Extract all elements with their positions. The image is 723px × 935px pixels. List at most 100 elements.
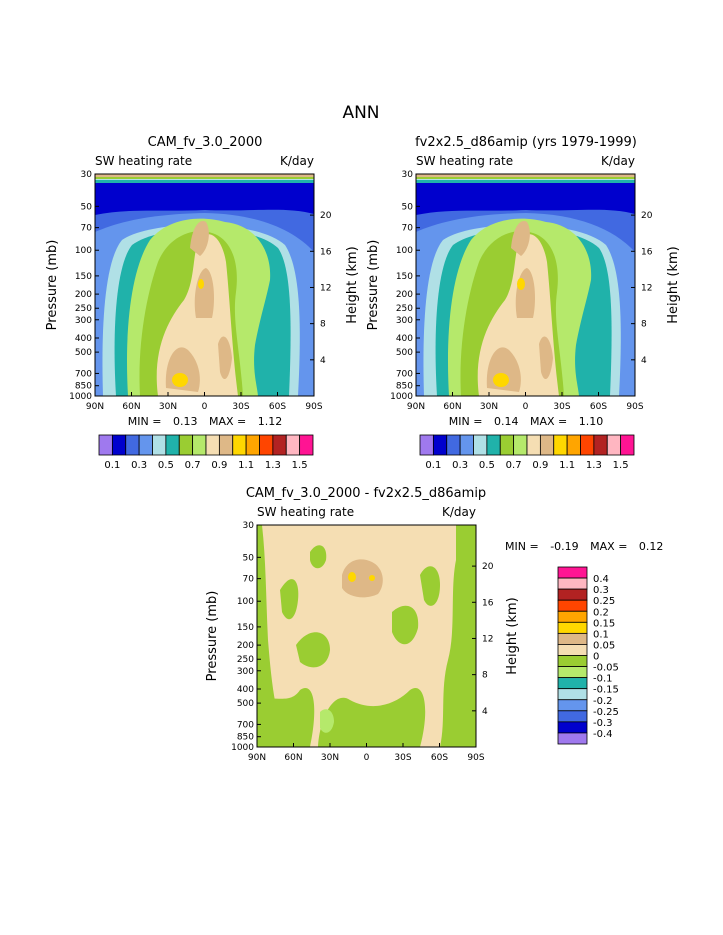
- x-tick-label: 0: [364, 753, 370, 763]
- colorbar-box: [557, 655, 588, 667]
- x-tick-label: 0: [202, 402, 208, 412]
- colorbar-box: [557, 677, 588, 690]
- panel-obs-max: 1.10: [579, 415, 604, 428]
- colorbar-box: [446, 434, 461, 456]
- colorbar-box: [111, 434, 127, 456]
- colorbar-box: [432, 434, 448, 456]
- y-tick-label: 300: [396, 316, 413, 326]
- colorbar-box: [557, 599, 588, 612]
- colorbar-box: [526, 434, 541, 456]
- y-tick-label: 500: [237, 699, 254, 709]
- colorbar-label: 1.3: [586, 460, 602, 471]
- x-tick-label: 30N: [321, 753, 339, 763]
- colorbar-box: [557, 710, 588, 723]
- panel-obs-colorbar: 0.1 0.3 0.5 0.7 0.9 1.1 1.3 1.5: [419, 434, 635, 471]
- contour-band-top-wheat: [416, 174, 635, 177]
- panel-obs-axes: 90N 60N 30N 0 30S 60S 90S 30 50 70 100 150 200 250 300…: [390, 170, 653, 412]
- panel-model-colorbar: 0.1 0.3 0.5 0.7 0.9 1.1 1.3 1.5: [98, 434, 314, 471]
- y-right-tick-label: 8: [482, 671, 488, 681]
- colorbar-box: [557, 644, 588, 656]
- y-right-tick-label: 4: [320, 356, 326, 366]
- colorbar-box: [557, 610, 588, 623]
- panel-obs-contours: [416, 174, 635, 396]
- y-right-tick-label: 20: [320, 211, 332, 221]
- y-tick-label: 150: [237, 623, 254, 633]
- y-tick-label: 1000: [69, 392, 92, 402]
- y-tick-label: 250: [237, 655, 254, 665]
- x-tick-label: 0: [523, 402, 529, 412]
- colorbar-label: 0.3: [593, 585, 609, 596]
- colorbar-label: 0: [593, 652, 599, 663]
- contour-band-olive-edge-right: [440, 525, 476, 747]
- x-tick-label: 30N: [480, 402, 498, 412]
- y-tick-label: 400: [75, 334, 92, 344]
- colorbar-box: [557, 588, 588, 601]
- colorbar-label: -0.3: [593, 718, 613, 729]
- contour-band-olive-center-left: [296, 632, 330, 668]
- x-tick-label: 30S: [232, 402, 249, 412]
- panel-obs-stats: MIN = 0.14 MAX = 1.10: [449, 415, 603, 428]
- y-right-tick-label: 4: [482, 707, 488, 717]
- colorbar-label: 0.4: [593, 574, 609, 585]
- panel-diff-title: CAM_fv_3.0_2000 - fv2x2.5_d86amip: [246, 486, 486, 501]
- panel-obs-min: 0.14: [494, 415, 519, 428]
- panel-model-axes: 90N 60N 30N 0 30S 60S 90S 30 50 70 100 150 200 250 300…: [69, 170, 332, 412]
- contour-band-top-teal: [95, 180, 314, 183]
- colorbar-label: 0.7: [185, 460, 201, 471]
- y-right-tick-label: 8: [320, 320, 326, 330]
- colorbar-box: [459, 434, 474, 456]
- contour-band-olive-top-left: [280, 579, 299, 620]
- x-tick-label: 90S: [467, 753, 484, 763]
- y-tick-label: 50: [402, 202, 414, 212]
- x-tick-label: 60N: [122, 402, 140, 412]
- colorbar-box: [98, 434, 113, 456]
- y-tick-label: 100: [396, 246, 413, 256]
- colorbar-box: [205, 434, 220, 456]
- x-tick-label: 60N: [443, 402, 461, 412]
- colorbar-label: 0.3: [131, 460, 147, 471]
- y-tick-label: 250: [396, 304, 413, 314]
- contour-band-top-wheat: [95, 174, 314, 177]
- contour-band-top-teal: [416, 180, 635, 183]
- colorbar-box: [593, 434, 608, 456]
- panel-obs-min-label: MIN =: [449, 415, 483, 428]
- colorbar-box: [557, 699, 588, 712]
- colorbar-label: 0.15: [593, 618, 615, 629]
- y-right-tick-label: 12: [320, 283, 331, 293]
- y-tick-label: 200: [75, 290, 92, 300]
- colorbar-label: 0.3: [452, 460, 468, 471]
- colorbar-box: [152, 434, 167, 456]
- y-tick-label: 700: [75, 369, 92, 379]
- contour-max-yellow-lower: [172, 373, 188, 387]
- y-tick-label: 50: [243, 553, 255, 563]
- panel-diff-colorbar: 0.40.30.250.20.150.10.050-0.05-0.1-0.15-…: [557, 566, 619, 745]
- colorbar-box: [606, 434, 622, 456]
- panel-model-ylabel-right: Height (km): [345, 246, 360, 323]
- y-tick-label: 150: [75, 272, 92, 282]
- colorbar-label: 0.7: [506, 460, 522, 471]
- x-tick-label: 90N: [248, 753, 266, 763]
- panel-model-max-label: MAX =: [209, 415, 246, 428]
- colorbar-box: [620, 434, 635, 456]
- panel-diff-min: -0.19: [550, 540, 578, 553]
- y-right-tick-label: 16: [641, 247, 653, 257]
- colorbar-label: -0.05: [593, 663, 619, 674]
- panel-model-title: CAM_fv_3.0_2000: [148, 135, 263, 150]
- colorbar-box: [553, 434, 568, 456]
- colorbar-box: [539, 434, 555, 456]
- y-tick-label: 50: [81, 202, 93, 212]
- colorbar-box: [232, 434, 247, 456]
- y-tick-label: 250: [75, 304, 92, 314]
- x-tick-label: 90N: [407, 402, 425, 412]
- panel-diff-max: 0.12: [639, 540, 664, 553]
- y-right-tick-label: 20: [482, 562, 494, 572]
- panel-model-max: 1.12: [258, 415, 283, 428]
- colorbar-box: [245, 434, 260, 456]
- contour-max-yellow-middle: [198, 279, 204, 289]
- y-right-tick-label: 8: [641, 320, 647, 330]
- colorbar-box: [566, 434, 581, 456]
- panel-diff-stats: MIN = -0.19 MAX = 0.12: [505, 540, 663, 553]
- panel-model-min: 0.13: [173, 415, 198, 428]
- contour-band-tan-upper: [190, 221, 209, 256]
- panel-model-stats: MIN = 0.13 MAX = 1.12: [128, 415, 282, 428]
